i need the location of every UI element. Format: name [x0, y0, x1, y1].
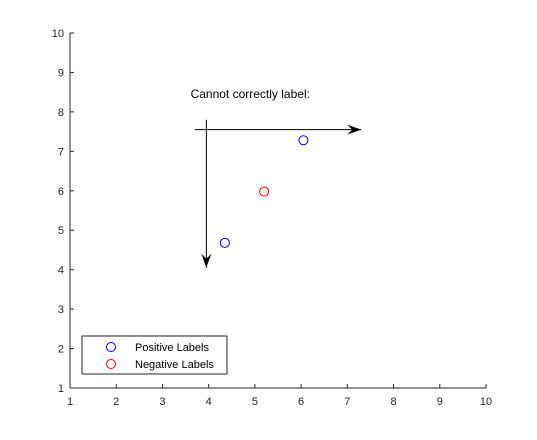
- x-tick-label: 1: [67, 396, 73, 408]
- x-tick-label: 3: [159, 396, 165, 408]
- annotation-text: Cannot correctly label:: [191, 87, 310, 101]
- y-tick-label: 8: [58, 107, 64, 119]
- y-tick-label: 5: [58, 225, 64, 237]
- x-tick-label: 6: [298, 396, 304, 408]
- arrows: [194, 119, 362, 268]
- x-tick-label: 5: [252, 396, 258, 408]
- legend-marker: [106, 342, 116, 352]
- vertical-arrow: [201, 119, 212, 268]
- y-tick-label: 2: [58, 344, 64, 356]
- y-tick-label: 9: [58, 67, 64, 79]
- y-tick-label: 6: [58, 186, 64, 198]
- vertical-arrow-head: [201, 253, 212, 268]
- y-tick-label: 4: [58, 265, 64, 277]
- data-point: [259, 186, 270, 197]
- x-tick-label: 8: [390, 396, 396, 408]
- horizontal-arrow-head: [347, 124, 362, 135]
- y-tick-label: 7: [58, 146, 64, 158]
- legend-marker: [106, 359, 116, 369]
- x-tick-label: 2: [113, 396, 119, 408]
- data-point: [219, 237, 230, 248]
- y-tick-label: 1: [58, 383, 64, 395]
- data-points: [219, 135, 309, 248]
- data-point: [298, 135, 309, 146]
- x-tick-label: 7: [344, 396, 350, 408]
- y-tick-label: 10: [52, 28, 64, 40]
- legend-label: Negative Labels: [135, 359, 214, 371]
- axes: 1 2 3 4 5 6 7 8 9 10 1 2 3 4 5 6 7 8 9 10: [52, 28, 492, 408]
- x-tick-label: 9: [437, 396, 443, 408]
- horizontal-arrow: [194, 124, 362, 135]
- legend: Positive Labels Negative Labels: [81, 335, 228, 375]
- x-tick-label: 10: [480, 396, 492, 408]
- y-tick-label: 3: [58, 304, 64, 316]
- x-tick-label: 4: [206, 396, 212, 408]
- legend-box: [81, 335, 228, 375]
- legend-label: Positive Labels: [135, 342, 209, 354]
